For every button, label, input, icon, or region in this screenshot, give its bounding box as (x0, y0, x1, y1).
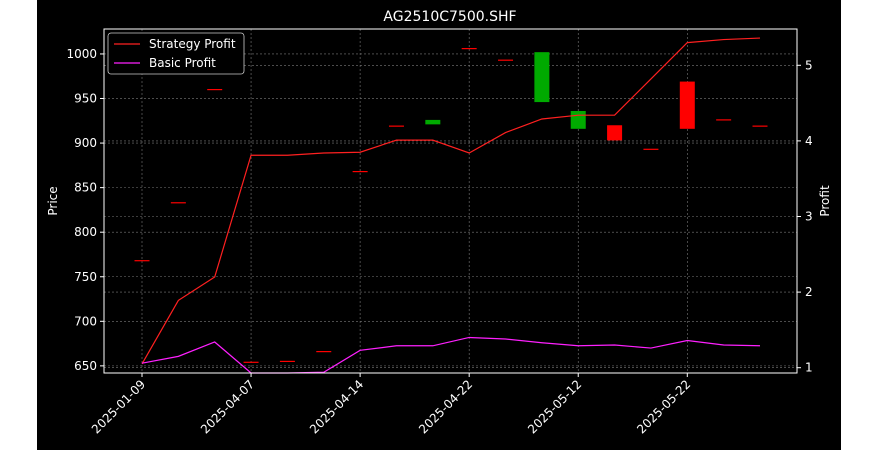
y-tick-label-650: 650 (74, 359, 97, 373)
candles-layer (134, 48, 768, 363)
plot-border (103, 28, 798, 374)
legend-label-basic: Basic Profit (149, 56, 216, 70)
y-axis-left: 650 700 750 800 850 900 950 1000 (66, 47, 104, 373)
candle-12 (570, 110, 586, 129)
y2-tick-label-5: 5 (805, 58, 813, 72)
candle-13 (607, 125, 623, 141)
y-tick-label-700: 700 (74, 314, 97, 328)
y2-tick-label-4: 4 (805, 134, 813, 148)
y-tick-label-800: 800 (74, 225, 97, 239)
y2-axis-label: Profit (818, 185, 832, 217)
y-tick-label-900: 900 (74, 136, 97, 150)
legend-label-strategy: Strategy Profit (149, 37, 236, 51)
y-tick-label-850: 850 (74, 181, 97, 195)
y2-tick-label-1: 1 (805, 361, 813, 375)
candle-15 (679, 81, 695, 129)
legend: Strategy Profit Basic Profit (107, 32, 245, 75)
candle-11 (534, 52, 550, 103)
series-line-strategy-profit (141, 37, 761, 365)
chart-background (37, 0, 841, 450)
y2-tick-label-2: 2 (805, 285, 813, 299)
legend-box (107, 32, 245, 75)
series-line-basic-profit (141, 336, 761, 374)
y2-tick-label-3: 3 (805, 209, 813, 223)
profit-lines-layer (141, 37, 761, 374)
chart-title: AG2510C7500.SHF (383, 9, 516, 25)
y-tick-label-1000: 1000 (66, 47, 97, 61)
candle-8 (425, 119, 441, 125)
y-axis-label: Price (46, 186, 60, 215)
y-axis-right: 1 2 3 4 5 (797, 58, 813, 375)
y-tick-label-750: 750 (74, 270, 97, 284)
y-tick-label-950: 950 (74, 92, 97, 106)
